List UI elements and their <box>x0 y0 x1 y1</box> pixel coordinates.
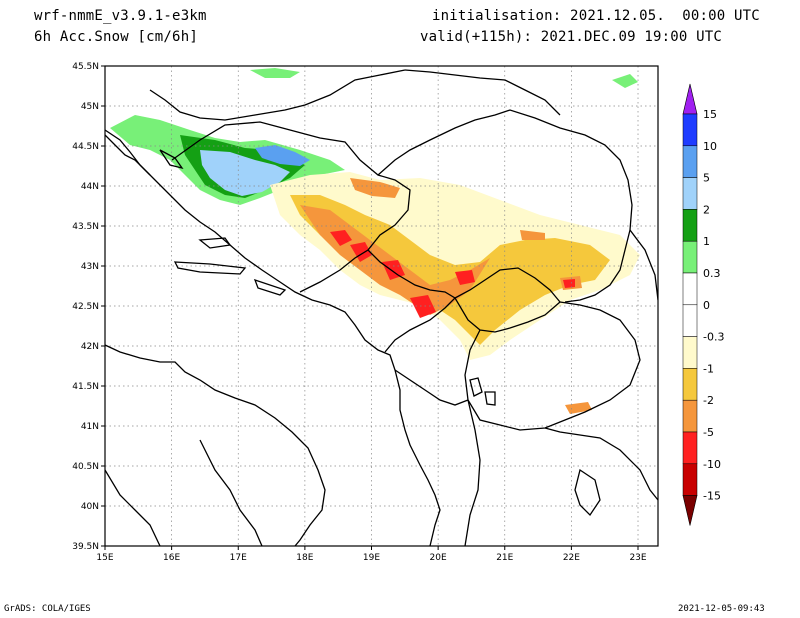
lake-ohrid <box>469 377 483 397</box>
lat-tick-label: 40N <box>81 502 99 512</box>
chalkidiki <box>574 468 601 517</box>
lon-tick-label: 20E <box>430 553 447 563</box>
lat-tick-label: 39.5N <box>72 542 99 552</box>
lat-tick-label: 41.5N <box>72 382 99 392</box>
footer-timestamp: 2021-12-05-09:43 <box>678 604 765 614</box>
croatia-inland-border <box>149 69 406 121</box>
lon-tick-label: 19E <box>363 553 380 563</box>
snow-area-orange-east2 <box>520 230 545 240</box>
lon-tick-label: 16E <box>163 553 180 563</box>
colorbar-segment <box>682 240 698 274</box>
adriatic-coast-east <box>105 129 441 546</box>
coastlines-borders <box>105 69 658 546</box>
lon-tick-label: 15E <box>96 553 113 563</box>
italy-gulf <box>105 469 161 546</box>
north-border <box>105 134 151 176</box>
snow-area-red-2 <box>350 242 372 262</box>
latitude-axis: 45.5N 45N 44.5N 44N 43.5N 43N 42.5N 42N 41.5N 41N… <box>72 62 105 552</box>
snow-area-red-4 <box>410 295 436 318</box>
snow-area-blue <box>255 145 310 166</box>
footer-credit: GrADS: COLA/IGES <box>4 604 91 614</box>
variable-title: 6h Acc.Snow [cm/6h] <box>34 29 198 45</box>
lat-tick-label: 43.5N <box>72 222 99 232</box>
hungary-border <box>404 69 561 116</box>
colorbar-segment <box>682 177 698 210</box>
colorbar-segment <box>682 463 698 496</box>
colorbar-segment <box>682 431 698 465</box>
albania-greece-border <box>394 369 469 406</box>
bulgaria-border <box>629 229 658 301</box>
croatia-islands-2 <box>198 237 232 249</box>
lat-tick-label: 42.5N <box>72 302 99 312</box>
lat-tick-label: 42N <box>81 342 99 352</box>
colorbar-label: 1 <box>703 235 710 248</box>
longitude-axis: 15E 16E 17E 18E 19E 20E 21E 22E 23E <box>96 546 647 563</box>
colorbar-segment <box>682 113 698 147</box>
lat-tick-label: 44.5N <box>72 142 99 152</box>
lat-tick-label: 41N <box>81 422 99 432</box>
snow-area-yellow <box>290 195 610 345</box>
valid-time: valid(+115h): 2021.DEC.09 19:00 UTC <box>420 29 723 45</box>
colorbar-segment <box>682 336 698 369</box>
colorbar-label: 5 <box>703 172 710 185</box>
colorbar-segment <box>682 368 698 401</box>
croatia-islands-1 <box>159 149 184 170</box>
colorbar-label: -15 <box>703 490 721 503</box>
lat-tick-label: 43N <box>81 262 99 272</box>
colorbar-label: -5 <box>703 426 714 439</box>
croatia-islands-4 <box>253 278 287 296</box>
bosnia-border <box>171 121 411 293</box>
snow-area-orange-se <box>565 402 592 414</box>
colorbar-segment <box>682 304 698 337</box>
lake-prespa <box>484 391 496 406</box>
snow-area-red-1 <box>330 230 352 246</box>
colorbar-label: -0.3 <box>703 331 724 344</box>
italy-coast <box>105 344 326 546</box>
graticule <box>105 66 658 546</box>
snow-area-green-north <box>250 68 300 78</box>
lon-tick-label: 23E <box>629 553 646 563</box>
colorbar-label: 0 <box>703 299 710 312</box>
colorbar-segment <box>682 209 698 242</box>
lon-tick-label: 17E <box>230 553 247 563</box>
macedonia-border <box>464 301 641 431</box>
init-time: initialisation: 2021.12.05. 00:00 UTC <box>432 8 760 24</box>
lat-tick-label: 45N <box>81 102 99 112</box>
snow-area-green-ne <box>612 74 638 88</box>
croatia-islands-3 <box>173 261 247 275</box>
colorbar-label: 0.3 <box>703 267 721 280</box>
colorbar-label: 2 <box>703 203 710 216</box>
snow-area-red-5 <box>455 270 475 285</box>
serbia-border <box>377 109 633 303</box>
italy-heel <box>199 439 263 546</box>
greek-coast <box>544 427 658 501</box>
snow-area-red-6 <box>563 279 575 288</box>
colorbar-segment <box>682 399 698 433</box>
lat-tick-label: 44N <box>81 182 99 192</box>
colorbar-label: 10 <box>703 140 717 153</box>
lon-tick-label: 22E <box>563 553 580 563</box>
model-title: wrf-nmmE_v3.9.1-e3km <box>34 8 207 24</box>
colorbar: 15 10 5 2 1 0.3 0 -0.3 -1 -2 -5 -10 -15 <box>682 83 724 526</box>
colorbar-label: 15 <box>703 108 717 121</box>
lon-tick-label: 18E <box>296 553 313 563</box>
colorbar-top-arrow <box>682 83 698 115</box>
lat-tick-label: 45.5N <box>72 62 99 72</box>
colorbar-bottom-arrow <box>682 495 698 526</box>
greece-border <box>464 399 481 546</box>
colorbar-label: -2 <box>703 394 714 407</box>
snow-area-orange <box>300 205 490 315</box>
colorbar-segment <box>682 145 698 178</box>
snow-area-lightblue <box>200 150 290 196</box>
colorbar-label: -1 <box>703 362 714 375</box>
snow-area-orange-east <box>350 178 400 198</box>
colorbar-segment <box>682 272 698 306</box>
montenegro-border <box>367 249 457 353</box>
colorbar-label: -10 <box>703 458 721 471</box>
lat-tick-label: 40.5N <box>72 462 99 472</box>
lon-tick-label: 21E <box>496 553 513 563</box>
